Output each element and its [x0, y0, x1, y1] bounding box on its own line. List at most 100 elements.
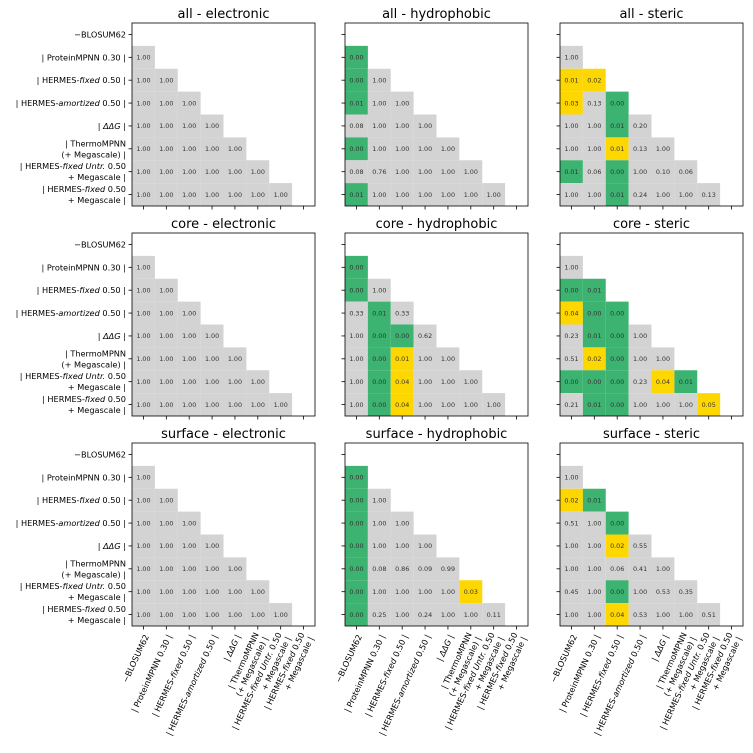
- cell-value: 1.00: [205, 145, 219, 153]
- cell-value: 0.00: [610, 168, 624, 176]
- cell-value: 1.00: [136, 332, 150, 340]
- cell-value: 0.13: [587, 99, 601, 107]
- cell-value: 1.00: [656, 355, 670, 363]
- panel-all-hydrophobic: all - hydrophobic 0.00 0.00 1.00 0.01 1.00 1.0…: [341, 7, 529, 210]
- heatmap-cell: [200, 534, 224, 558]
- cell-value: 1.00: [395, 611, 409, 619]
- cell-value: 0.35: [679, 588, 693, 596]
- cell-value: 0.00: [349, 565, 363, 573]
- heatmap-cell: [482, 183, 506, 206]
- heatmap-cell: [582, 603, 606, 626]
- cell-value: 0.02: [610, 542, 624, 550]
- heatmap-cell: [367, 324, 391, 348]
- heatmap-cell: [674, 183, 698, 206]
- cell-value: 1.00: [136, 565, 150, 573]
- heatmap-cell: [177, 91, 201, 115]
- heatmap-cell: [177, 114, 201, 138]
- heatmap-cell: [390, 347, 414, 371]
- cell-value: 1.00: [487, 401, 501, 409]
- heatmap-cell: [628, 557, 652, 581]
- heatmap-cell: [345, 557, 368, 581]
- cell-value: 1.00: [136, 168, 150, 176]
- cell-value: 1.00: [182, 565, 196, 573]
- cell-value: 0.04: [656, 378, 670, 386]
- panel-surface-steric: surface - steric 1.00 0.02 0.01 0.51 1.00 0.00…: [548, 427, 744, 737]
- cell-value: 1.00: [205, 542, 219, 550]
- panel-title: all - steric: [619, 7, 683, 22]
- heatmap-cell: [200, 324, 224, 348]
- heatmap-cell: [605, 557, 629, 581]
- cell-value: 1.00: [564, 474, 578, 482]
- cell-value: 0.51: [702, 611, 716, 619]
- cell-value: 1.00: [159, 145, 173, 153]
- cell-value: 1.00: [136, 588, 150, 596]
- axes-frame: [344, 22, 529, 207]
- heatmap-cell: [132, 45, 155, 69]
- heatmap-cell: [223, 370, 247, 394]
- heatmap-cell: [177, 511, 201, 535]
- heatmap-cell: [605, 324, 629, 348]
- heatmap-cell: [413, 347, 437, 371]
- cell-value: 1.00: [487, 191, 501, 199]
- cell-value: 0.33: [349, 309, 363, 317]
- heatmap-cell: [345, 603, 368, 626]
- heatmap-cell: [154, 137, 178, 161]
- cell-value: 0.01: [610, 191, 624, 199]
- heatmap-cell: [246, 183, 270, 206]
- cell-value: 1.00: [159, 286, 173, 294]
- cell-value: 1.00: [251, 611, 265, 619]
- cell-value: 1.00: [136, 191, 150, 199]
- cell-value: 1.00: [656, 191, 670, 199]
- cell-value: 1.00: [441, 168, 455, 176]
- row-label: | ProteinMPNN 0.30 |: [41, 52, 126, 62]
- cell-value: 1.00: [464, 611, 478, 619]
- heatmap-cell: [560, 183, 583, 206]
- heatmap-cell: [390, 301, 414, 325]
- cell-value: 1.00: [418, 145, 432, 153]
- heatmap-cell: [345, 114, 368, 138]
- row-label: | HERMES-fixed 0.50 |: [37, 285, 126, 295]
- heatmap-cell: [367, 278, 391, 302]
- heatmap-cell: [345, 324, 368, 348]
- cell-value: 0.00: [349, 611, 363, 619]
- cell-value: 0.00: [349, 496, 363, 504]
- heatmap-cell: [436, 393, 460, 416]
- cell-value: 1.00: [587, 145, 601, 153]
- heatmap-cell: [246, 393, 270, 416]
- cell-value: 1.00: [182, 191, 196, 199]
- heatmap-cell: [367, 370, 391, 394]
- heatmap-cell: [223, 580, 247, 604]
- cell-value: 1.00: [251, 588, 265, 596]
- cell-value: 0.21: [564, 401, 578, 409]
- heatmap-cell: [345, 183, 368, 206]
- cell-value: 1.00: [564, 145, 578, 153]
- heatmap-cell: [200, 183, 224, 206]
- panel-title: core - steric: [613, 217, 690, 232]
- heatmap-cell: [605, 160, 629, 184]
- cell-value: 1.00: [274, 611, 288, 619]
- heatmap-cell: [154, 91, 178, 115]
- heatmap-cell: [651, 137, 675, 161]
- cell-value: 1.00: [251, 378, 265, 386]
- panel-all-steric: all - steric 1.00 0.01 0.02 0.03 0.13 0.00 1.00…: [556, 7, 744, 210]
- axes-frame: [131, 232, 316, 417]
- cell-value: 0.24: [418, 611, 432, 619]
- cell-value: 0.04: [395, 378, 409, 386]
- cell-value: 0.00: [349, 588, 363, 596]
- heatmap-cell: [436, 370, 460, 394]
- cell-value: 0.08: [349, 122, 363, 130]
- heatmap-cell: [154, 557, 178, 581]
- heatmap-cell: [560, 255, 583, 279]
- cell-value: 1.00: [205, 122, 219, 130]
- cell-value: 0.01: [679, 378, 693, 386]
- cell-value: 1.00: [228, 355, 242, 363]
- heatmap-cell: [132, 255, 155, 279]
- heatmap-cell: [628, 580, 652, 604]
- heatmap-cell: [560, 580, 583, 604]
- cell-value: 1.00: [159, 76, 173, 84]
- cell-value: 0.10: [656, 168, 670, 176]
- heatmap-cell: [132, 68, 155, 92]
- cell-value: 0.02: [587, 76, 601, 84]
- heatmap-cell: [132, 488, 155, 512]
